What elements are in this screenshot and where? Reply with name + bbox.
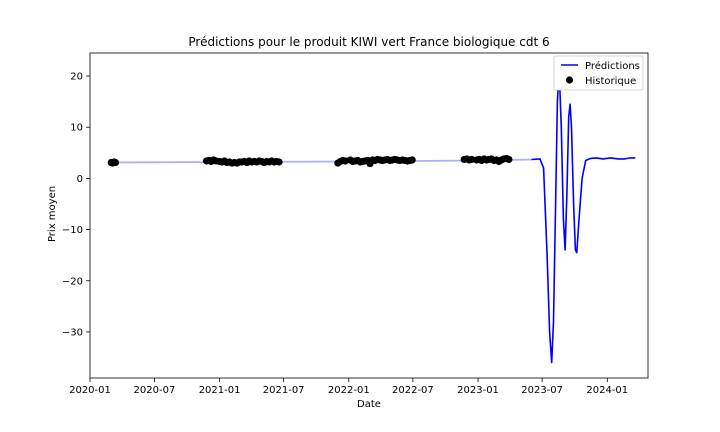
- y-tick-label: −10: [62, 225, 83, 236]
- y-tick-label: 0: [77, 174, 83, 185]
- legend-dot-swatch: [565, 76, 574, 84]
- y-tick-label: −30: [62, 327, 83, 338]
- x-tick-label: 2022-07: [392, 385, 434, 396]
- plot-frame: [89, 52, 649, 379]
- chart-title: Prédictions pour le produit KIWI vert Fr…: [188, 35, 549, 49]
- x-tick-label: 2023-07: [521, 385, 563, 396]
- legend-label: Historique: [585, 76, 636, 87]
- x-tick-label: 2022-01: [328, 385, 370, 396]
- x-tick-label: 2020-01: [69, 385, 111, 396]
- history-point: [111, 158, 120, 167]
- prediction-line: [531, 67, 636, 364]
- x-tick-label: 2021-01: [199, 385, 241, 396]
- x-tick-label: 2023-01: [457, 385, 499, 396]
- y-axis-label: Prix moyen: [47, 186, 58, 242]
- y-tick-label: 20: [70, 72, 83, 83]
- history-point: [408, 156, 416, 164]
- legend: Prédictions Historique: [553, 55, 644, 91]
- history-point: [505, 155, 513, 164]
- plot-area: 2020-01 2020-07 2021-01 2021-07 2022-01 2022-…: [62, 52, 649, 396]
- y-tick-label: 10: [70, 123, 83, 134]
- history-point: [275, 158, 283, 166]
- x-tick-label: 2021-07: [263, 385, 305, 396]
- y-tick-label: −20: [62, 276, 83, 287]
- x-axis-label: Date: [357, 399, 381, 410]
- x-tick-label: 2024-01: [586, 385, 628, 396]
- legend-label: Prédictions: [585, 60, 640, 72]
- x-tick-label: 2020-07: [134, 385, 176, 396]
